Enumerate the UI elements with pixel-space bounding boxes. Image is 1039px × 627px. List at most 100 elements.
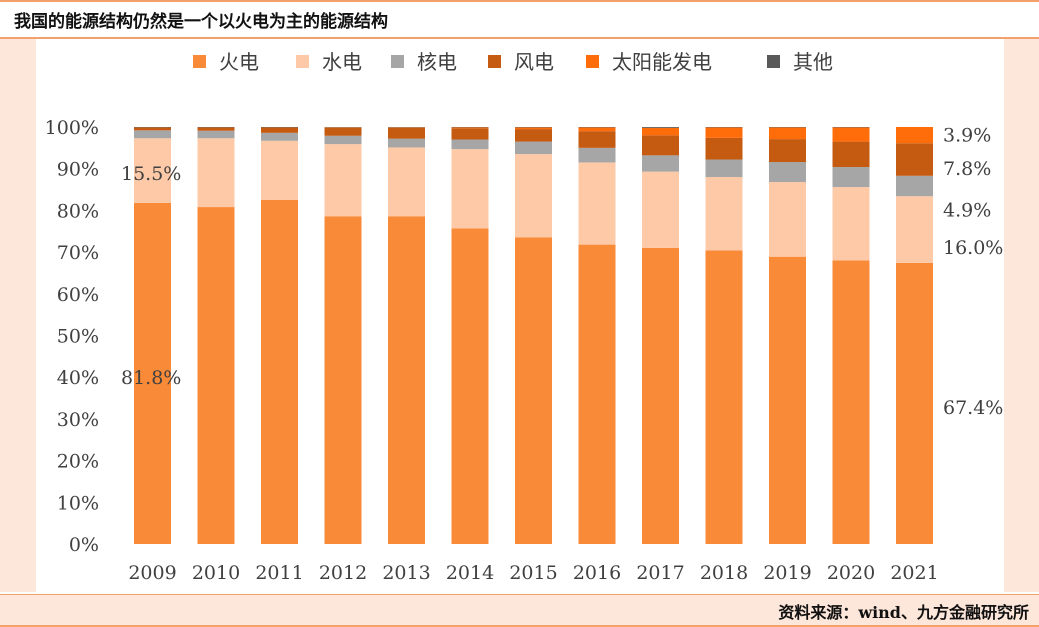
bar-segment xyxy=(515,154,552,238)
bar-segment xyxy=(832,127,870,142)
bar-segment xyxy=(705,250,743,544)
bar-segment xyxy=(197,130,235,139)
bar-segment xyxy=(896,262,933,544)
bar-segment xyxy=(197,127,235,131)
bar-segment xyxy=(642,155,679,172)
footer: 资料来源：wind、九方金融研究所 xyxy=(0,594,1039,627)
bar-segment xyxy=(134,130,171,139)
legend-swatch xyxy=(488,55,501,68)
bar-segment xyxy=(642,127,679,136)
legend-label: 其他 xyxy=(793,50,833,74)
y-tick-label: 10% xyxy=(57,492,99,514)
x-tick-label: 2012 xyxy=(319,562,367,584)
y-tick-label: 40% xyxy=(57,367,99,389)
legend-swatch xyxy=(391,55,404,68)
legend-label: 太阳能发电 xyxy=(612,50,712,74)
legend-label: 火电 xyxy=(219,50,259,74)
bar-segment xyxy=(769,162,806,183)
bar-segment xyxy=(896,175,933,197)
bar-segment xyxy=(388,138,425,148)
bar-segment xyxy=(832,141,870,168)
x-tick-label: 2020 xyxy=(827,562,875,584)
x-tick-label: 2016 xyxy=(573,562,621,584)
bar-segment xyxy=(451,139,489,150)
bar-segment xyxy=(388,147,425,217)
bar-segment xyxy=(515,237,552,544)
bar-segment xyxy=(578,131,616,148)
bar-segment xyxy=(705,137,743,160)
y-axis: 0% 10% 20% 30% 40% 50% 60% 70% 80% 90% 100% xyxy=(45,117,99,556)
x-tick-label: 2011 xyxy=(255,562,303,584)
y-tick-label: 100% xyxy=(45,117,99,139)
bar-segment xyxy=(515,129,552,142)
bar-segment xyxy=(896,196,933,263)
x-tick-label: 2019 xyxy=(763,562,811,584)
data-label: 67.4% xyxy=(943,397,1003,419)
bar-segment xyxy=(578,244,616,544)
x-tick-label: 2009 xyxy=(128,562,176,584)
chart-heading: 我国的能源结构仍然是一个以火电为主的能源结构 xyxy=(14,12,388,32)
x-tick-label: 2018 xyxy=(700,562,748,584)
header: 我国的能源结构仍然是一个以火电为主的能源结构 xyxy=(0,2,1039,36)
data-label: 81.8% xyxy=(121,367,181,389)
bar-segment xyxy=(705,177,743,251)
bar-segment xyxy=(769,182,806,257)
bar-segment xyxy=(261,140,298,200)
data-label: 4.9% xyxy=(943,200,991,222)
bar-segment xyxy=(451,228,489,544)
data-label: 16.0% xyxy=(943,237,1003,259)
bar-segment xyxy=(642,247,679,544)
legend-label: 水电 xyxy=(322,50,362,74)
bar-segment xyxy=(578,162,616,245)
x-tick-label: 2010 xyxy=(192,562,240,584)
bar-segment xyxy=(197,138,235,208)
bars xyxy=(134,127,933,545)
legend-label: 核电 xyxy=(417,50,457,74)
data-label: 7.8% xyxy=(943,158,991,180)
bar-segment xyxy=(896,143,933,176)
bar-segment xyxy=(388,127,425,139)
x-tick-label: 2015 xyxy=(509,562,557,584)
legend-swatch xyxy=(586,55,599,68)
bar-segment xyxy=(197,207,235,544)
y-tick-label: 90% xyxy=(57,159,99,181)
bar-segment xyxy=(642,135,679,156)
bar-segment xyxy=(769,256,806,544)
data-label: 3.9% xyxy=(943,125,991,147)
x-tick-label: 2021 xyxy=(890,562,938,584)
bar-segment xyxy=(324,216,362,544)
bar-segment xyxy=(896,127,933,144)
x-tick-label: 2017 xyxy=(636,562,684,584)
y-tick-label: 50% xyxy=(57,326,99,348)
bar-segment xyxy=(324,127,362,136)
y-tick-label: 70% xyxy=(57,242,99,264)
annotations: 81.8% 15.5% 3.9% 7.8% 4.9% 16.0% 67.4% xyxy=(121,125,1003,420)
y-tick-label: 30% xyxy=(57,409,99,431)
legend-label: 风电 xyxy=(514,50,554,74)
legend: 火电 水电 核电 风电 太阳能发电 其他 xyxy=(193,50,833,74)
bar-segment xyxy=(769,139,806,163)
x-axis: 2009 2010 2011 2012 2013 2014 2015 2016 2017 2018… xyxy=(128,562,938,584)
x-tick-label: 2013 xyxy=(382,562,430,584)
bar-segment xyxy=(451,149,489,229)
bar-segment xyxy=(769,127,806,140)
bar-segment xyxy=(578,147,616,163)
bar-segment xyxy=(832,167,870,188)
legend-swatch xyxy=(767,55,780,68)
source-note: 资料来源：wind、九方金融研究所 xyxy=(778,603,1029,622)
bar-segment xyxy=(642,171,679,248)
bar-segment xyxy=(642,127,679,128)
y-tick-label: 0% xyxy=(69,534,99,556)
y-tick-label: 60% xyxy=(57,284,99,306)
bar-segment xyxy=(832,187,870,261)
data-label: 15.5% xyxy=(121,163,181,185)
bar-segment xyxy=(261,127,298,133)
bar-segment xyxy=(705,127,743,138)
bar-segment xyxy=(515,141,552,155)
top-rule xyxy=(0,0,1039,2)
bar-segment xyxy=(832,260,870,544)
x-tick-label: 2014 xyxy=(446,562,494,584)
y-tick-label: 20% xyxy=(57,451,99,473)
y-tick-label: 80% xyxy=(57,200,99,222)
bar-segment xyxy=(324,135,362,145)
